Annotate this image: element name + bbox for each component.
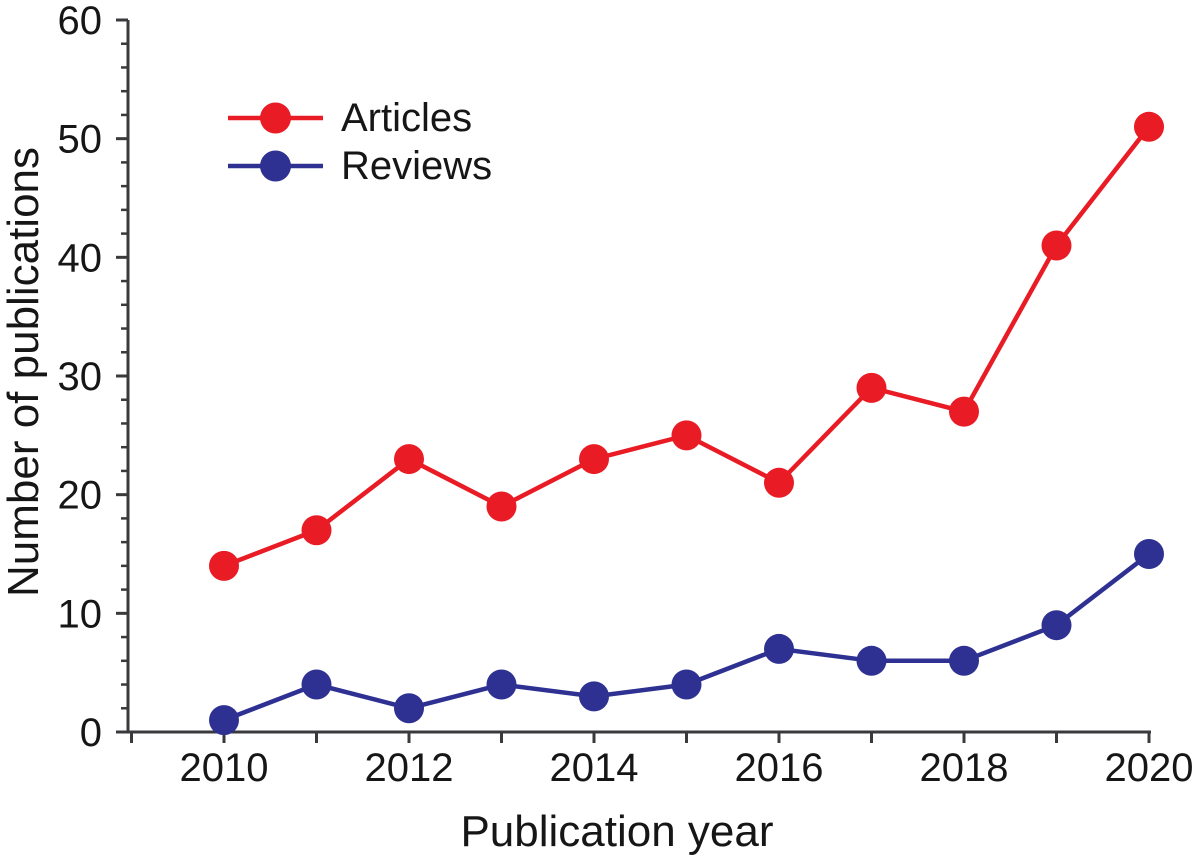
data-point-reviews-2010 xyxy=(209,705,239,736)
data-point-reviews-2020 xyxy=(1134,539,1164,569)
data-point-articles-2020 xyxy=(1134,111,1164,142)
y-tick-label: 20 xyxy=(58,474,103,518)
data-point-reviews-2016 xyxy=(764,633,794,664)
data-point-reviews-2019 xyxy=(1041,610,1072,641)
data-point-reviews-2018 xyxy=(949,645,979,676)
legend-label: Reviews xyxy=(341,144,492,188)
data-point-reviews-2017 xyxy=(856,645,887,676)
series-layer xyxy=(209,111,1164,736)
legend-item-reviews: Reviews xyxy=(228,144,492,188)
y-tick-label: 0 xyxy=(80,711,102,755)
legend-marker xyxy=(260,102,291,134)
series-line-articles xyxy=(223,125,1151,568)
legend-marker xyxy=(260,150,291,182)
y-tick-label: 40 xyxy=(58,236,103,280)
legend-label: Articles xyxy=(341,96,472,140)
series-articles xyxy=(209,111,1164,581)
y-tick-label: 10 xyxy=(58,592,103,636)
data-point-reviews-2012 xyxy=(394,693,424,724)
data-point-articles-2013 xyxy=(486,491,517,522)
data-point-articles-2016 xyxy=(764,467,794,498)
data-point-articles-2017 xyxy=(856,372,887,403)
x-tick-label: 2020 xyxy=(1105,746,1194,790)
data-point-reviews-2015 xyxy=(671,669,702,700)
data-point-articles-2012 xyxy=(394,444,424,475)
y-tick-label: 50 xyxy=(58,118,103,162)
data-point-articles-2019 xyxy=(1041,230,1072,261)
data-point-reviews-2014 xyxy=(579,681,609,712)
series-reviews xyxy=(209,539,1164,736)
x-tick-label: 2016 xyxy=(735,746,824,790)
x-axis-title: Publication year xyxy=(460,807,773,856)
data-point-articles-2014 xyxy=(579,444,609,475)
y-tick-label: 30 xyxy=(58,355,103,399)
x-tick-label: 2014 xyxy=(550,746,639,790)
data-point-articles-2010 xyxy=(209,550,239,581)
data-point-articles-2018 xyxy=(949,396,979,427)
x-tick-label: 2012 xyxy=(365,746,454,790)
y-tick-label: 60 xyxy=(58,0,103,43)
x-tick-label: 2018 xyxy=(920,746,1009,790)
data-point-reviews-2011 xyxy=(301,669,332,700)
data-point-articles-2011 xyxy=(301,515,332,546)
legend-item-articles: Articles xyxy=(228,96,472,140)
axes-layer: 0 10 20 30 40 50 60 2010 2012 2014 2016 2018 2020 xyxy=(58,0,1194,790)
data-point-articles-2015 xyxy=(671,420,702,451)
data-point-reviews-2013 xyxy=(486,669,517,700)
y-axis-title: Number of publications xyxy=(0,147,48,597)
x-tick-label: 2010 xyxy=(180,746,269,790)
